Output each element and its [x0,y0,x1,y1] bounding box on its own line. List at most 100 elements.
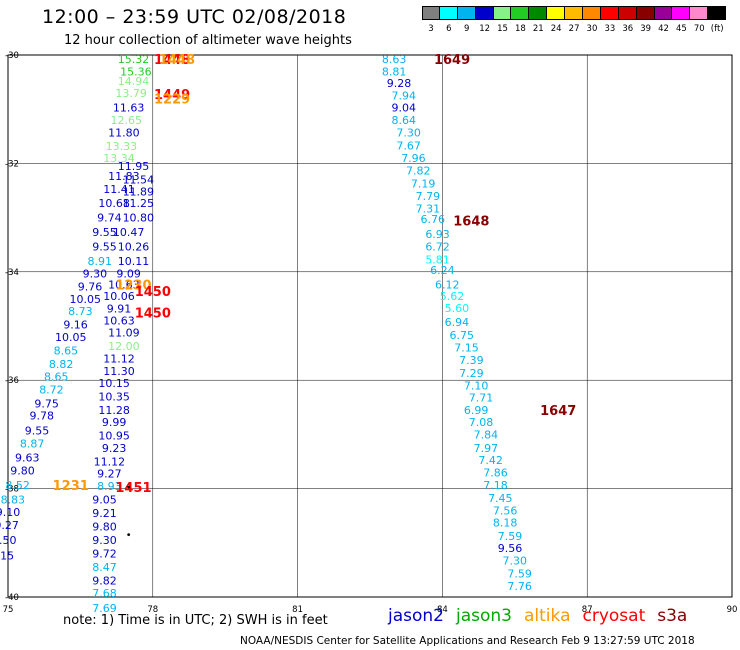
swh-value: 10.26 [118,240,150,253]
swh-value: 10.68 [98,197,130,210]
swh-value: 7.69 [92,602,117,615]
x-tick-label: 87 [582,605,593,615]
x-tick-label: 84 [437,605,448,615]
swh-value: 14.94 [118,75,150,88]
color-swatch [439,6,458,20]
time-label: 1648 [453,214,489,229]
color-bin-label: 45 [676,24,687,34]
swh-value: 10.95 [98,429,130,442]
swh-value: 9.28 [387,77,412,90]
color-scale-legend: 3 6 9 12 15 18 21 24 27 30 33 36 39 42 45 70 (ft) [422,6,727,34]
y-tick-label: -34 [5,268,19,278]
time-label: 1449 [154,88,190,103]
swh-value: 7.08 [469,416,494,429]
swh-value: 9.76 [78,280,103,293]
color-swatch [708,6,727,20]
swh-value: 10.11 [118,255,150,268]
swh-value: 10.15 [98,377,130,390]
swh-value: 6.72 [425,240,450,253]
swh-value: 7.59 [507,568,532,581]
swh-value: 9.05 [92,493,117,506]
color-bin-label: 24 [550,24,562,34]
swh-value: 6.75 [449,329,474,342]
color-swatch [600,6,619,20]
swh-value: 10.63 [108,278,140,291]
y-tick-label: -30 [5,51,19,61]
swh-value: 10.05 [55,331,87,344]
swh-value: 9.04 [392,102,417,115]
swh-value: 5.60 [445,302,470,315]
swh-value: 7.84 [474,428,499,441]
track-marker [127,485,131,489]
color-bin: 42 [654,6,673,34]
time-label: 1229 [154,92,190,107]
swh-value: 10.50 [0,534,17,547]
swh-value: 10.63 [103,315,135,328]
color-swatch [457,6,476,20]
swh-value: 8.63 [382,53,407,66]
swh-value: 13.34 [103,152,135,165]
color-bin: 70 [690,6,709,34]
color-bin-label: 15 [497,24,508,34]
swh-value: 11.28 [98,404,130,417]
swh-value: 11.80 [108,127,140,140]
swh-value: 9.21 [92,507,117,520]
swh-value: 7.86 [483,466,508,479]
legend-entry: jason2 [388,606,444,626]
swh-value: 11.30 [103,365,135,378]
swh-value: 13.79 [115,87,147,100]
legend-entry: jason3 [456,606,512,626]
swh-value: 7.82 [406,164,431,177]
color-swatch [493,6,512,20]
color-bin: 33 [600,6,619,34]
color-bin: 9 [457,6,476,34]
swh-value: 9.80 [92,521,117,534]
y-tick-label: -36 [5,376,19,386]
swh-value: 10.27 [0,519,19,532]
swh-value: 11.12 [103,353,135,366]
swh-value: 7.76 [507,580,532,593]
swh-value: 9.82 [92,575,117,588]
swh-value: 7.68 [92,587,117,600]
swh-value: 12.65 [111,114,143,127]
swh-value: 7.19 [411,177,436,190]
swh-value: 8.87 [20,438,45,451]
x-tick-label: 75 [3,605,14,615]
swh-value: 8.64 [392,114,417,127]
swh-value: 11.41 [103,183,135,196]
swh-value: 9.30 [83,267,108,280]
color-swatch [511,6,530,20]
color-bin-label: 70 [693,24,705,34]
color-bin: 18 [511,6,530,34]
swh-value: 10.05 [69,293,101,306]
track-marker [127,533,131,537]
swh-value: 11.83 [108,170,140,183]
color-bin-label: 6 [446,24,452,34]
legend-entry: altika [524,606,571,626]
time-label: 1450 [135,285,171,300]
swh-value: 13.33 [106,140,138,153]
swh-value: 8.65 [54,344,79,357]
color-swatch [690,6,709,20]
color-swatch [529,6,548,20]
swh-value: 6.24 [430,264,455,277]
swh-value: 11.12 [94,456,126,469]
swh-value: 6.76 [420,213,445,226]
chart-note: note: 1) Time is in UTC; 2) SWH is in fe… [63,613,328,628]
swh-value: 6.93 [425,228,450,241]
swh-value: 7.59 [498,530,523,543]
swh-value: 9.63 [15,452,40,465]
color-bin-label: 12 [479,24,491,34]
swh-value: 9.16 [63,318,88,331]
swh-value: 8.73 [68,305,93,318]
color-bin: 36 [618,6,637,34]
time-label: 1231 [53,479,89,494]
color-bin: 6 [439,6,458,34]
swh-value: 11.95 [118,160,150,173]
page-title: 12:00 – 23:59 UTC 02/08/2018 [42,6,347,28]
time-label: 1448 [159,53,195,68]
time-label: 1450 [135,306,171,321]
swh-value: 10.80 [123,212,155,225]
color-bin: 27 [565,6,584,34]
